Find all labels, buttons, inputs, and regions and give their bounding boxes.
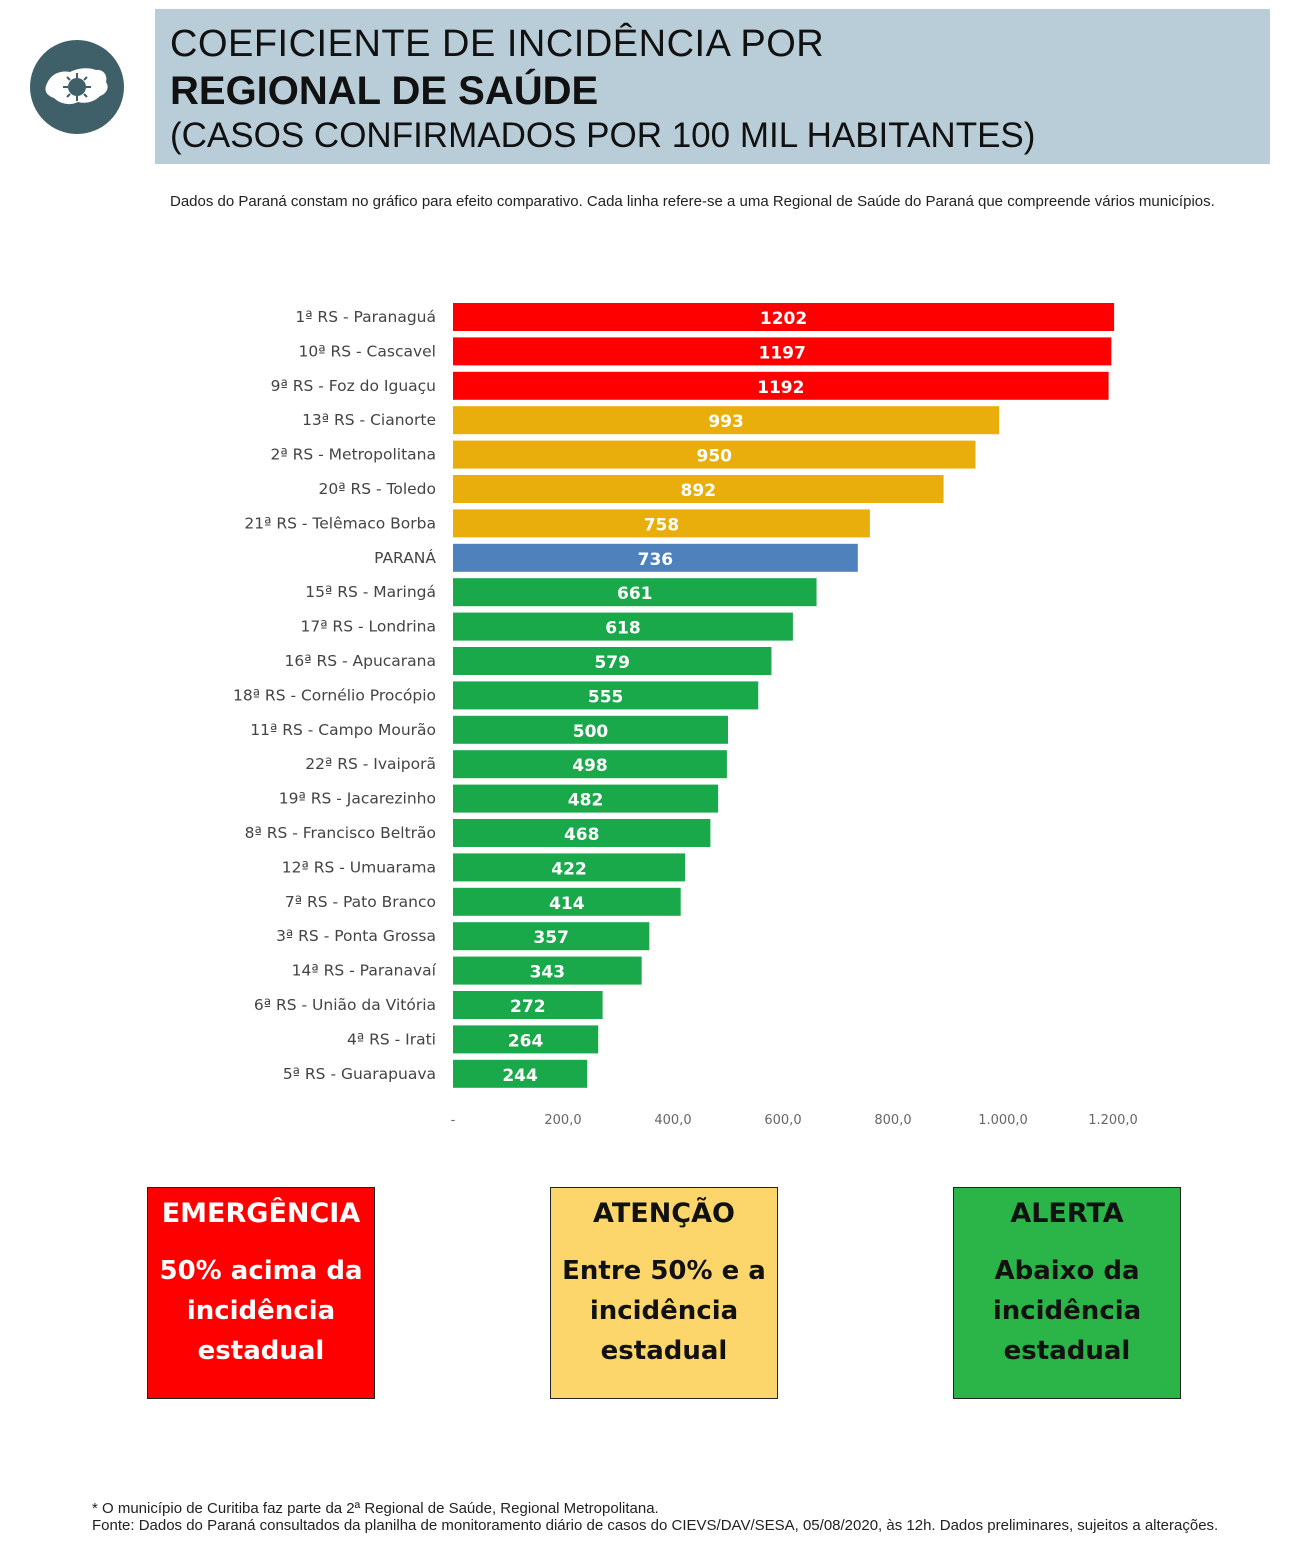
- legend-alerta-title: ALERTA: [1010, 1198, 1124, 1229]
- bar-18: [453, 922, 650, 951]
- bar-22: [453, 1059, 588, 1088]
- legend-alerta: ALERTA Abaixo da incidência estadual: [953, 1187, 1181, 1399]
- bar-6: [453, 509, 870, 538]
- value-label: 422: [551, 859, 587, 879]
- bar-7: [453, 543, 858, 572]
- category-label: 7ª RS - Pato Branco: [285, 893, 436, 911]
- legend-emergencia-title: EMERGÊNCIA: [161, 1198, 361, 1229]
- category-label: 15ª RS - Maringá: [305, 583, 436, 601]
- x-tick-label: 1.000,0: [978, 1113, 1028, 1128]
- value-label: 272: [510, 997, 546, 1017]
- bar-2: [453, 371, 1109, 400]
- value-label: 1192: [757, 378, 804, 398]
- parana-map-virus-icon-svg: [45, 68, 108, 105]
- value-label: 343: [530, 963, 566, 983]
- value-label: 357: [533, 928, 569, 948]
- value-label: 736: [638, 550, 674, 570]
- value-label: 414: [549, 894, 585, 914]
- value-label: 758: [644, 515, 680, 535]
- bar-20: [453, 991, 603, 1019]
- bar-12: [453, 715, 728, 744]
- category-label: 19ª RS - Jacarezinho: [279, 790, 436, 808]
- title-line-1: COEFICIENTE DE INCIDÊNCIA POR: [170, 23, 825, 65]
- category-label: 3ª RS - Ponta Grossa: [276, 927, 436, 945]
- legend-emergencia: EMERGÊNCIA 50% acima da incidência estad…: [147, 1187, 375, 1399]
- category-label: 21ª RS - Telêmaco Borba: [244, 514, 436, 532]
- value-label: 950: [697, 447, 733, 467]
- bar-21: [453, 1025, 599, 1054]
- bar-13: [453, 750, 727, 779]
- parana-map-virus-icon: [30, 40, 124, 134]
- title-line-3: (CASOS CONFIRMADOS POR 100 MIL HABITANTE…: [170, 116, 1036, 155]
- category-label: 9ª RS - Foz do Iguaçu: [271, 377, 436, 395]
- category-label: 12ª RS - Umuarama: [282, 858, 436, 876]
- x-tick-label: -: [451, 1113, 456, 1128]
- title-line-2: REGIONAL DE SAÚDE: [170, 69, 599, 113]
- value-label: 661: [617, 584, 653, 604]
- footer-note: * O município de Curitiba faz parte da 2…: [92, 1500, 659, 1517]
- bar-4: [453, 440, 976, 469]
- x-tick-label: 600,0: [764, 1113, 801, 1128]
- value-label: 500: [573, 722, 609, 742]
- header-banner: COEFICIENTE DE INCIDÊNCIA POR REGIONAL D…: [155, 9, 1270, 164]
- incidence-bar-chart: 1ª RS - Paranaguá 1202 10ª RS - Cascavel 11…: [233, 303, 1138, 1128]
- legend-atencao: ATENÇÃO Entre 50% e a incidência estadua…: [550, 1187, 778, 1399]
- value-label: 498: [572, 756, 608, 776]
- intro-text: Dados do Paraná constam no gráfico para …: [170, 193, 1215, 210]
- bar-19: [453, 956, 642, 985]
- bar-8: [453, 578, 817, 607]
- category-label: 14ª RS - Paranavaí: [292, 962, 437, 980]
- category-label: 18ª RS - Cornélio Procópio: [233, 686, 436, 704]
- value-label: 1202: [760, 309, 807, 329]
- value-label: 993: [708, 412, 744, 432]
- x-tick-label: 400,0: [654, 1113, 691, 1128]
- category-label: 1ª RS - Paranaguá: [295, 308, 436, 326]
- value-label: 579: [594, 653, 630, 673]
- bar-3: [453, 406, 1000, 435]
- category-label: PARANÁ: [374, 548, 436, 567]
- bar-1: [453, 337, 1112, 366]
- category-label: 16ª RS - Apucarana: [285, 652, 437, 670]
- category-label: 20ª RS - Toledo: [319, 480, 437, 498]
- footer-source: Fonte: Dados do Paraná consultados da pl…: [92, 1517, 1219, 1534]
- category-label: 10ª RS - Cascavel: [299, 342, 436, 360]
- category-label: 5ª RS - Guarapuava: [283, 1065, 436, 1083]
- bar-5: [453, 475, 944, 503]
- bar-16: [453, 853, 686, 882]
- bar-10: [453, 647, 772, 675]
- bar-17: [453, 887, 681, 916]
- bar-9: [453, 612, 793, 641]
- category-label: 4ª RS - Irati: [347, 1030, 436, 1048]
- value-label: 1197: [759, 343, 806, 363]
- value-label: 468: [564, 825, 600, 845]
- bar-0: [453, 303, 1115, 331]
- category-label: 8ª RS - Francisco Beltrão: [245, 824, 436, 842]
- category-label: 6ª RS - União da Vitória: [254, 996, 436, 1014]
- legend-atencao-title: ATENÇÃO: [593, 1198, 735, 1229]
- value-label: 482: [568, 791, 604, 811]
- category-label: 13ª RS - Cianorte: [302, 411, 436, 429]
- footer-notes: * O município de Curitiba faz parte da 2…: [92, 1500, 1267, 1534]
- category-label: 2ª RS - Metropolitana: [271, 446, 436, 464]
- category-label: 22ª RS - Ivaiporã: [305, 755, 436, 773]
- x-tick-label: 1.200,0: [1088, 1113, 1138, 1128]
- value-label: 244: [502, 1066, 538, 1086]
- value-label: 618: [605, 619, 641, 639]
- legend-alerta-desc: Abaixo da incidência estadual: [992, 1256, 1142, 1366]
- legend-emergencia-desc: 50% acima da incidência estadual: [159, 1256, 363, 1366]
- x-tick-label: 200,0: [544, 1113, 581, 1128]
- category-label: 11ª RS - Campo Mourão: [250, 721, 436, 739]
- legend-atencao-desc: Entre 50% e a incidência estadual: [562, 1256, 766, 1366]
- value-label: 555: [588, 687, 624, 707]
- x-tick-label: 800,0: [874, 1113, 911, 1128]
- bar-15: [453, 819, 711, 847]
- value-label: 892: [681, 481, 717, 501]
- bar-11: [453, 681, 759, 710]
- category-label: 17ª RS - Londrina: [300, 618, 436, 636]
- bar-14: [453, 784, 719, 813]
- value-label: 264: [508, 1031, 544, 1051]
